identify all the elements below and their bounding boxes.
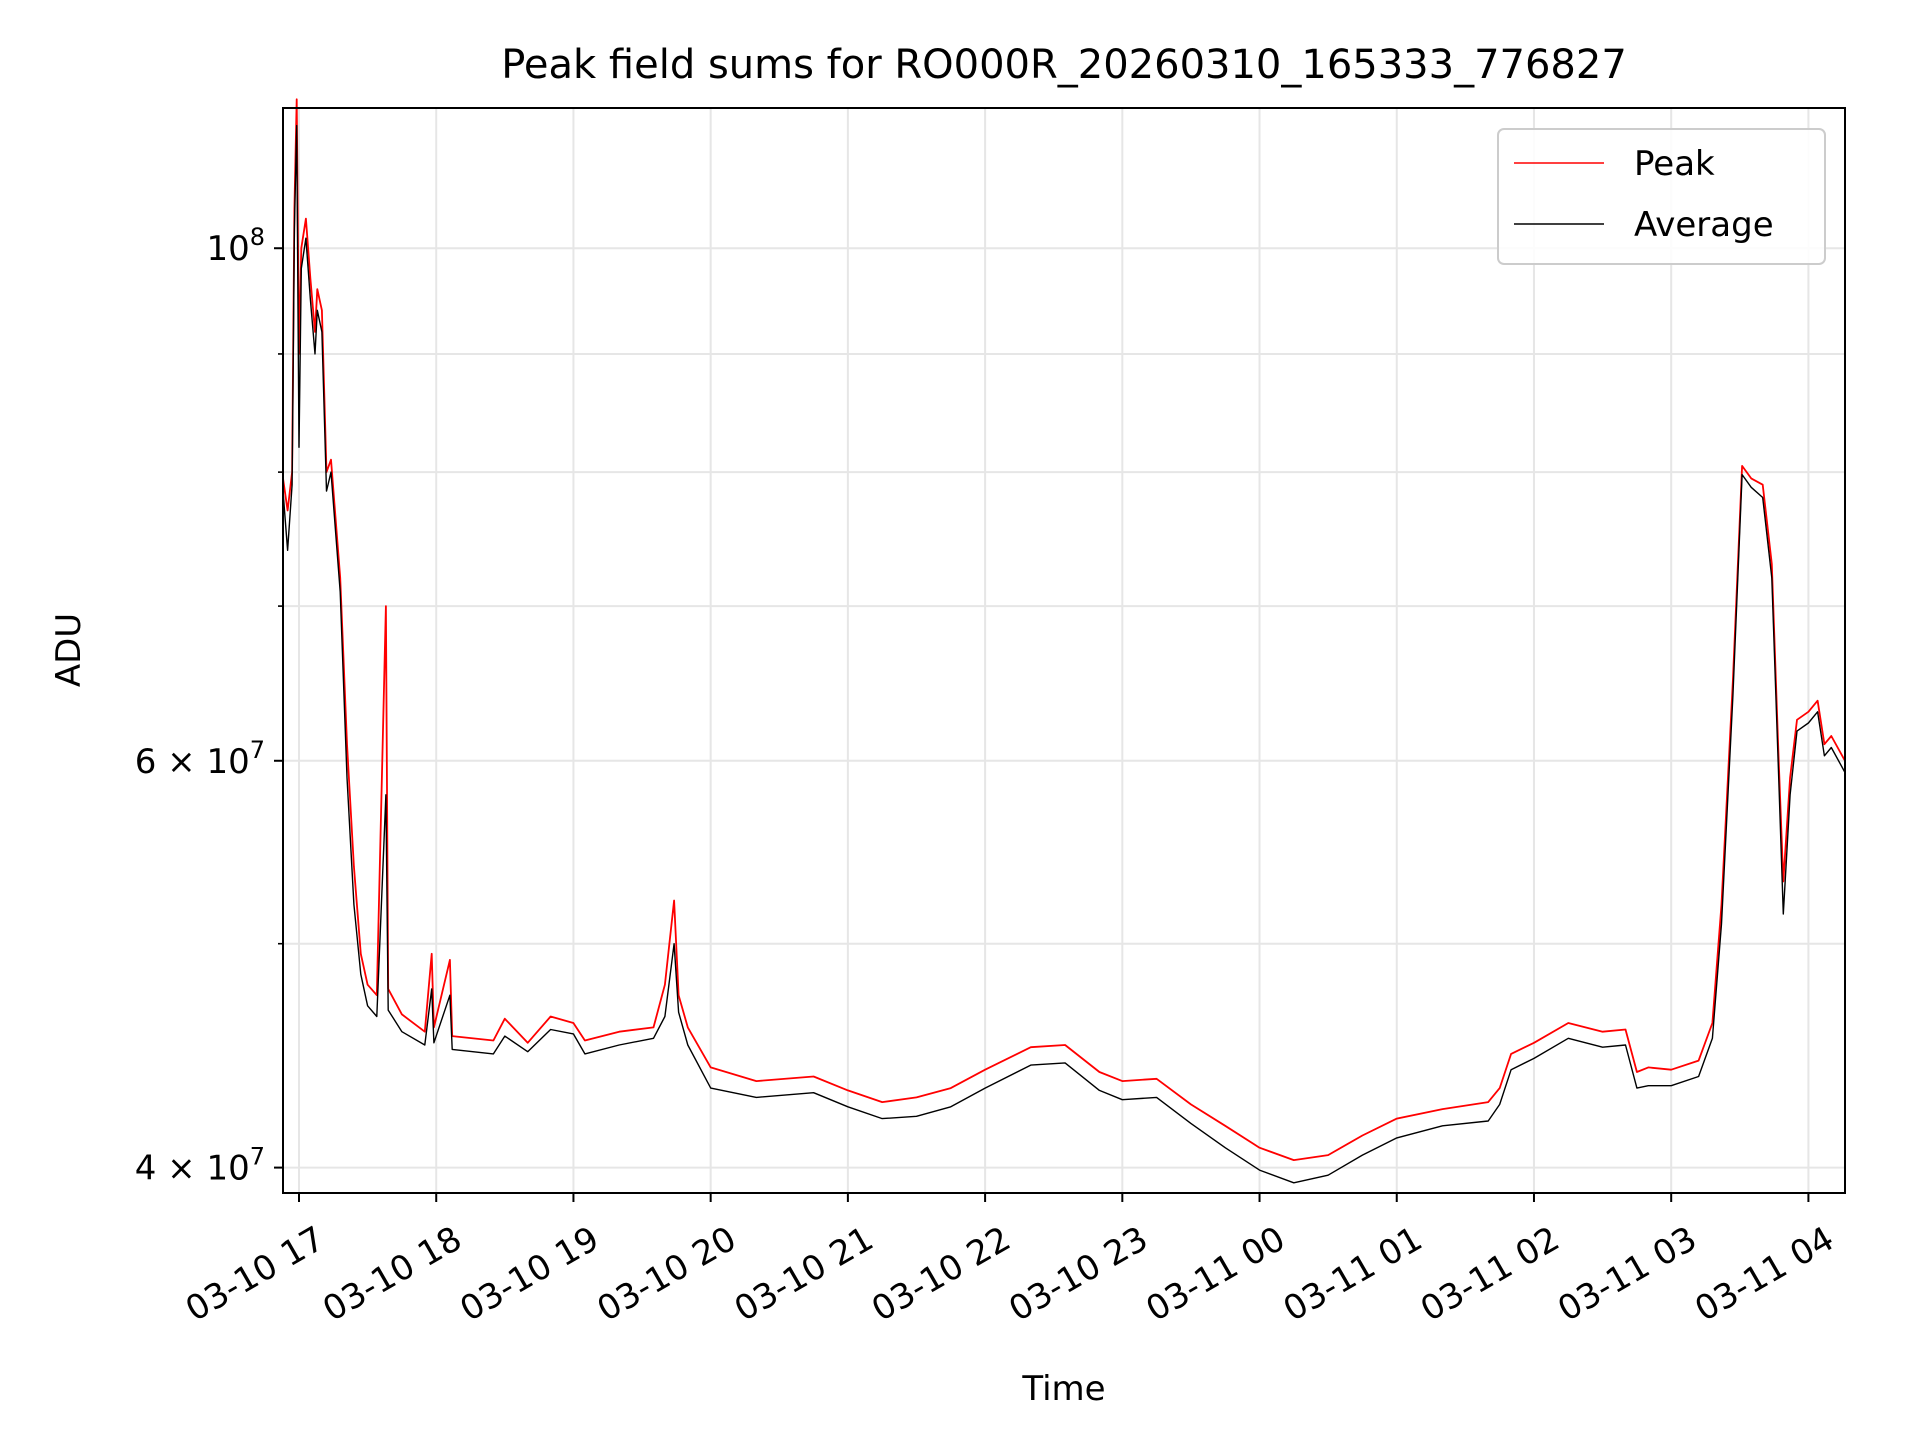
y-tick-label: 108	[206, 223, 265, 269]
plot-frame	[282, 107, 1846, 1194]
chart-title: Peak field sums for RO000R_20260310_1653…	[501, 42, 1627, 88]
y-tick-label: 4 × 107	[135, 1143, 265, 1189]
y-axis-label: ADU	[49, 613, 89, 687]
x-axis-label: Time	[1021, 1369, 1105, 1409]
series-line-average	[282, 124, 1846, 1184]
legend-label-average: Average	[1634, 205, 1774, 245]
series-layer	[282, 98, 1846, 1184]
y-tick-label: 6 × 107	[135, 736, 265, 782]
series-line-peak	[282, 98, 1846, 1161]
legend: Peak Average	[1497, 128, 1826, 265]
y-axis: 4 × 107 6 × 107 108	[135, 223, 283, 1189]
legend-label-peak: Peak	[1634, 144, 1715, 184]
